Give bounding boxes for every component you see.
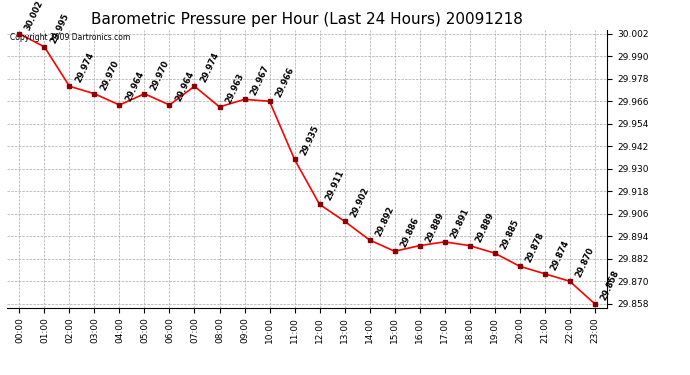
Title: Barometric Pressure per Hour (Last 24 Hours) 20091218: Barometric Pressure per Hour (Last 24 Ho… <box>91 12 523 27</box>
Text: 29.870: 29.870 <box>574 246 595 279</box>
Text: 29.889: 29.889 <box>474 210 495 243</box>
Text: 29.970: 29.970 <box>99 58 120 92</box>
Text: 29.885: 29.885 <box>499 218 520 251</box>
Text: 29.964: 29.964 <box>124 70 146 103</box>
Text: 29.964: 29.964 <box>174 70 195 103</box>
Text: Copyright 2009 Dartronics.com: Copyright 2009 Dartronics.com <box>10 33 130 42</box>
Text: 30.002: 30.002 <box>23 0 46 32</box>
Text: 29.935: 29.935 <box>299 124 320 157</box>
Text: 29.974: 29.974 <box>199 51 220 84</box>
Text: 29.966: 29.966 <box>274 66 295 99</box>
Text: 29.974: 29.974 <box>74 51 95 84</box>
Text: 29.902: 29.902 <box>348 186 371 219</box>
Text: 29.892: 29.892 <box>374 205 395 238</box>
Text: 29.963: 29.963 <box>224 72 246 105</box>
Text: 29.891: 29.891 <box>448 207 471 240</box>
Text: 29.967: 29.967 <box>248 64 270 97</box>
Text: 29.878: 29.878 <box>524 231 546 264</box>
Text: 29.970: 29.970 <box>148 58 170 92</box>
Text: 29.911: 29.911 <box>324 169 346 202</box>
Text: 29.858: 29.858 <box>599 268 620 302</box>
Text: 29.886: 29.886 <box>399 216 420 249</box>
Text: 29.889: 29.889 <box>424 210 446 243</box>
Text: 29.874: 29.874 <box>549 238 571 272</box>
Text: 29.995: 29.995 <box>48 12 70 45</box>
